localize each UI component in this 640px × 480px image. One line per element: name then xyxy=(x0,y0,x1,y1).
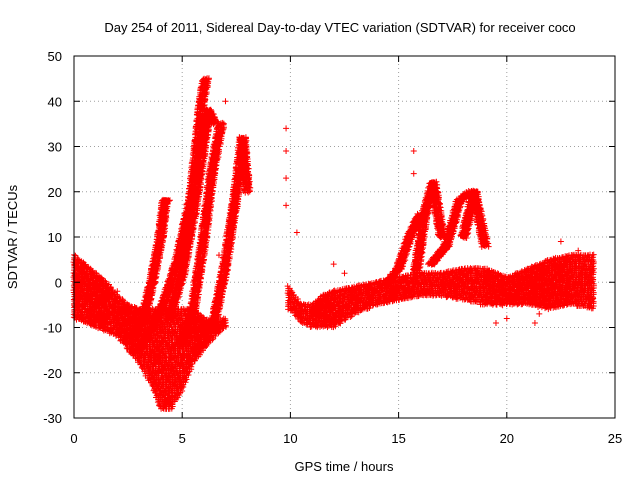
x-axis-label: GPS time / hours xyxy=(295,459,394,474)
ticks: 0 5 10 15 20 25 -30 -20 -10 0 10 20 30 40 50 xyxy=(43,49,622,446)
data-point xyxy=(283,175,290,182)
y-tick-label: -30 xyxy=(43,411,62,426)
y-tick-label: 40 xyxy=(48,94,62,109)
data-arc xyxy=(198,134,254,340)
chart-title: Day 254 of 2011, Sidereal Day-to-day VTE… xyxy=(104,20,575,35)
y-tick-label: 0 xyxy=(55,275,62,290)
data-point xyxy=(293,229,300,236)
y-tick-label: 20 xyxy=(48,185,62,200)
data-point xyxy=(492,319,499,326)
data-arc xyxy=(175,119,227,350)
x-tick-label: 10 xyxy=(283,431,297,446)
y-tick-label: 30 xyxy=(48,140,62,155)
data-point xyxy=(536,310,543,317)
data-point xyxy=(114,288,121,295)
data-points xyxy=(70,75,597,412)
x-tick-label: 25 xyxy=(608,431,622,446)
x-tick-label: 20 xyxy=(500,431,514,446)
data-point xyxy=(482,238,489,245)
data-point xyxy=(283,202,290,209)
data-point xyxy=(283,148,290,155)
data-point xyxy=(341,270,348,277)
data-arc xyxy=(425,187,477,268)
y-tick-label: -10 xyxy=(43,321,62,336)
data-point xyxy=(503,315,510,322)
x-tick-label: 0 xyxy=(70,431,77,446)
y-tick-label: -20 xyxy=(43,366,62,381)
y-tick-label: 10 xyxy=(48,230,62,245)
data-band xyxy=(284,251,597,331)
x-tick-label: 5 xyxy=(179,431,186,446)
data-point xyxy=(575,247,582,254)
data-arc xyxy=(457,188,492,250)
data-point xyxy=(531,319,538,326)
data-arc xyxy=(128,196,173,341)
x-tick-label: 15 xyxy=(391,431,405,446)
data-point xyxy=(410,170,417,177)
data-point xyxy=(283,125,290,132)
data-point xyxy=(467,206,474,213)
y-tick-label: 50 xyxy=(48,49,62,64)
data-point xyxy=(222,98,229,105)
data-arc xyxy=(163,106,221,323)
y-axis-label: SDTVAR / TECUs xyxy=(5,184,20,289)
data-arc xyxy=(410,178,449,277)
data-point xyxy=(410,148,417,155)
data-point xyxy=(215,252,222,259)
data-point xyxy=(557,238,564,245)
data-arc xyxy=(381,210,427,286)
data-point xyxy=(330,261,337,268)
